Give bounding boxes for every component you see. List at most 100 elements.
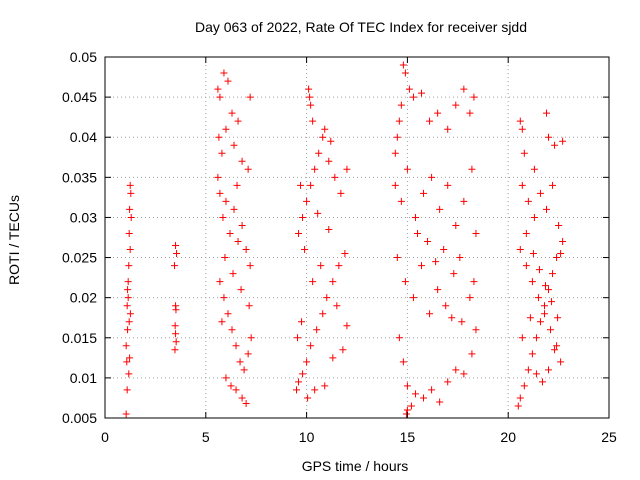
data-point: [172, 330, 180, 338]
data-point: [238, 157, 246, 165]
data-point: [409, 93, 417, 101]
data-point: [122, 410, 130, 418]
data-point: [171, 262, 179, 270]
data-point: [524, 197, 532, 205]
data-point: [242, 246, 250, 254]
data-point: [315, 149, 323, 157]
data-point: [468, 350, 476, 358]
data-point: [319, 133, 327, 141]
y-tick-label: 0.01: [70, 370, 97, 386]
x-tick-label: 20: [500, 429, 516, 445]
data-point: [307, 342, 315, 350]
data-point: [321, 125, 329, 133]
data-point: [220, 69, 228, 77]
data-point: [219, 213, 227, 221]
axis-ticks: 0 5 10 15 20 25 0.005 0.01 0.015 0.02 0.025 0.03 0.0…: [62, 49, 617, 445]
data-point: [540, 310, 548, 318]
data-point: [526, 314, 534, 322]
data-point: [335, 262, 343, 270]
data-point: [317, 262, 325, 270]
data-point: [242, 400, 250, 408]
data-point: [222, 374, 230, 382]
data-point: [442, 302, 450, 310]
data-point: [244, 165, 252, 173]
data-point: [518, 181, 526, 189]
data-point: [311, 165, 319, 173]
data-point: [293, 386, 301, 394]
data-point: [468, 165, 476, 173]
x-tick-label: 10: [299, 429, 315, 445]
data-point: [520, 382, 528, 390]
data-point: [444, 181, 452, 189]
data-point: [516, 117, 524, 125]
data-point: [234, 238, 242, 246]
data-point: [557, 250, 565, 258]
data-point: [321, 382, 329, 390]
data-point: [234, 117, 242, 125]
data-point: [337, 189, 345, 197]
data-point: [452, 221, 460, 229]
x-tick-label: 5: [202, 429, 210, 445]
data-point: [224, 77, 232, 85]
data-point: [557, 358, 565, 366]
chart-title: Day 063 of 2022, Rate Of TEC Index for r…: [195, 19, 527, 35]
y-tick-label: 0.03: [70, 209, 97, 225]
data-point: [295, 229, 303, 237]
data-point: [393, 254, 401, 262]
data-point: [536, 318, 544, 326]
data-point: [215, 133, 223, 141]
data-point: [551, 346, 559, 354]
y-tick-label: 0.005: [62, 410, 97, 426]
data-point: [228, 109, 236, 117]
data-point: [413, 229, 421, 237]
data-point: [460, 370, 468, 378]
y-tick-label: 0.04: [70, 129, 97, 145]
data-point: [218, 149, 226, 157]
data-point: [126, 205, 134, 213]
data-point: [466, 109, 474, 117]
data-point: [528, 278, 536, 286]
data-point: [238, 394, 246, 402]
data-point: [409, 294, 417, 302]
data-point: [172, 338, 180, 346]
data-point: [229, 270, 237, 278]
data-point: [522, 229, 530, 237]
data-point: [418, 89, 426, 97]
data-point: [524, 366, 532, 374]
data-point: [214, 85, 222, 93]
data-point: [299, 370, 307, 378]
data-point: [547, 326, 555, 334]
data-point: [470, 93, 478, 101]
data-point: [323, 294, 331, 302]
data-point: [460, 197, 468, 205]
x-tick-label: 0: [101, 429, 109, 445]
data-point: [458, 318, 466, 326]
data-point: [333, 302, 341, 310]
data-point: [545, 133, 553, 141]
data-point: [298, 318, 306, 326]
data-point: [232, 386, 240, 394]
data-point: [472, 326, 480, 334]
y-tick-label: 0.035: [62, 169, 97, 185]
data-point: [391, 181, 399, 189]
data-point: [237, 286, 245, 294]
data-point: [559, 137, 567, 145]
data-point: [432, 258, 440, 266]
data-point: [397, 197, 405, 205]
data-point: [327, 137, 335, 145]
data-point: [299, 213, 307, 221]
data-point: [472, 229, 480, 237]
data-point: [444, 125, 452, 133]
data-point: [428, 386, 436, 394]
data-point: [226, 229, 234, 237]
data-point: [399, 358, 407, 366]
data-point: [172, 242, 180, 250]
data-point: [411, 213, 419, 221]
data-point: [222, 197, 230, 205]
data-point: [528, 350, 536, 358]
data-point: [448, 314, 456, 322]
data-point: [171, 346, 179, 354]
data-point: [554, 314, 562, 322]
data-point: [124, 278, 132, 286]
